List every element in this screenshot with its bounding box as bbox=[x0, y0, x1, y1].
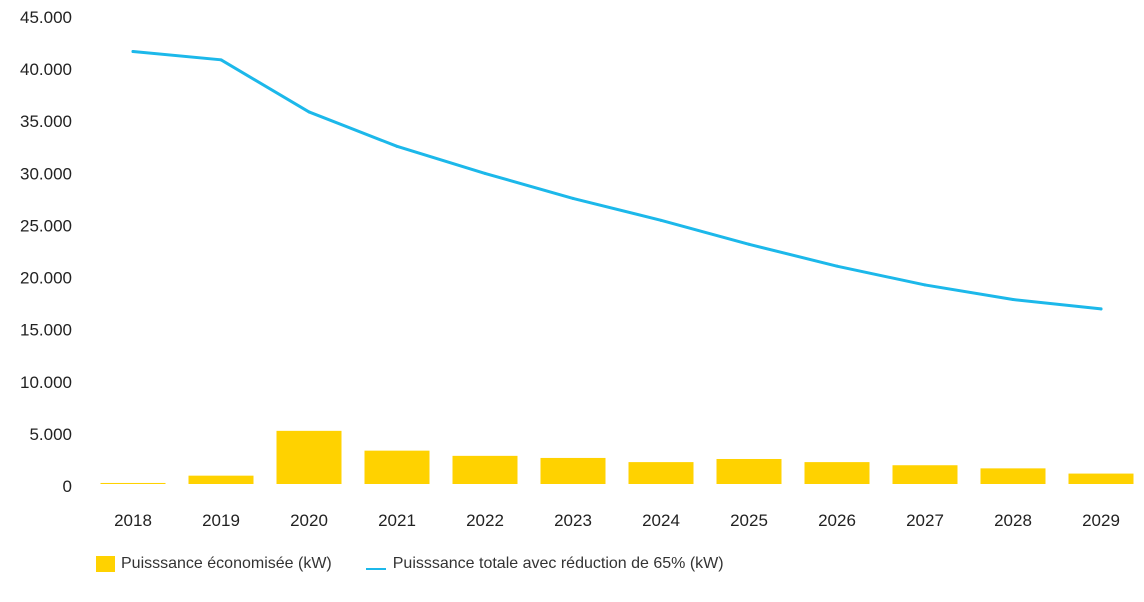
line-point[interactable] bbox=[923, 283, 927, 287]
legend-item-bars[interactable]: Puisssance économisée (kW) bbox=[96, 555, 332, 573]
x-tick-label: 2023 bbox=[554, 511, 592, 530]
bar[interactable] bbox=[188, 475, 254, 484]
y-tick-label: 30.000 bbox=[20, 164, 72, 183]
y-tick-label: 45.000 bbox=[20, 8, 72, 27]
line-point[interactable] bbox=[483, 171, 487, 175]
line-point[interactable] bbox=[835, 264, 839, 268]
x-tick-label: 2024 bbox=[642, 511, 680, 530]
legend-item-line[interactable]: Puisssance totale avec réduction de 65% … bbox=[365, 555, 724, 573]
combo-chart: 0 5.000 10.000 15.000 20.000 25.000 30.000 35.0… bbox=[20, 8, 1134, 530]
line-point[interactable] bbox=[131, 49, 135, 53]
x-tick-label: 2021 bbox=[378, 511, 416, 530]
bar[interactable] bbox=[540, 457, 606, 484]
y-tick-label: 40.000 bbox=[20, 60, 72, 79]
y-tick-label: 25.000 bbox=[20, 216, 72, 235]
bar[interactable] bbox=[1068, 473, 1134, 484]
bar[interactable] bbox=[364, 450, 430, 484]
y-tick-label: 5.000 bbox=[29, 425, 72, 444]
bar[interactable] bbox=[100, 482, 166, 484]
x-tick-label: 2028 bbox=[994, 511, 1032, 530]
line-point[interactable] bbox=[1099, 307, 1103, 311]
legend-swatch-bar bbox=[96, 556, 115, 572]
line-point[interactable] bbox=[307, 110, 311, 114]
bar[interactable] bbox=[980, 468, 1046, 484]
legend-swatch-line bbox=[365, 568, 386, 570]
y-axis: 0 5.000 10.000 15.000 20.000 25.000 30.000 35.0… bbox=[20, 8, 72, 496]
x-axis: 2018 2019 2020 2021 2022 2023 2024 2025 2026 2027… bbox=[114, 511, 1120, 530]
legend-label-line: Puisssance totale avec réduction de 65% … bbox=[392, 555, 724, 572]
x-tick-label: 2026 bbox=[818, 511, 856, 530]
y-tick-label: 0 bbox=[63, 477, 72, 496]
line-point[interactable] bbox=[747, 242, 751, 246]
bar-series bbox=[100, 430, 1134, 484]
y-tick-label: 20.000 bbox=[20, 269, 72, 288]
line-point[interactable] bbox=[395, 144, 399, 148]
y-tick-label: 35.000 bbox=[20, 112, 72, 131]
x-tick-label: 2022 bbox=[466, 511, 504, 530]
bar[interactable] bbox=[892, 465, 958, 484]
x-tick-label: 2025 bbox=[730, 511, 768, 530]
line-point[interactable] bbox=[1011, 298, 1015, 302]
line-series bbox=[131, 49, 1103, 311]
line-point[interactable] bbox=[219, 58, 223, 62]
bar[interactable] bbox=[628, 462, 694, 484]
y-tick-label: 10.000 bbox=[20, 373, 72, 392]
y-tick-label: 15.000 bbox=[20, 321, 72, 340]
legend-label-bars: Puisssance économisée (kW) bbox=[121, 555, 332, 572]
bar[interactable] bbox=[804, 462, 870, 484]
line-point[interactable] bbox=[571, 196, 575, 200]
series-line[interactable] bbox=[131, 49, 1103, 311]
x-tick-label: 2029 bbox=[1082, 511, 1120, 530]
x-tick-label: 2019 bbox=[202, 511, 240, 530]
x-tick-label: 2027 bbox=[906, 511, 944, 530]
bar[interactable] bbox=[276, 430, 342, 484]
x-tick-label: 2020 bbox=[290, 511, 328, 530]
legend: Puisssance économisée (kW) Puisssance to… bbox=[96, 553, 758, 575]
bar[interactable] bbox=[452, 455, 518, 484]
x-tick-label: 2018 bbox=[114, 511, 152, 530]
line-point[interactable] bbox=[659, 218, 663, 222]
bar[interactable] bbox=[716, 458, 782, 484]
